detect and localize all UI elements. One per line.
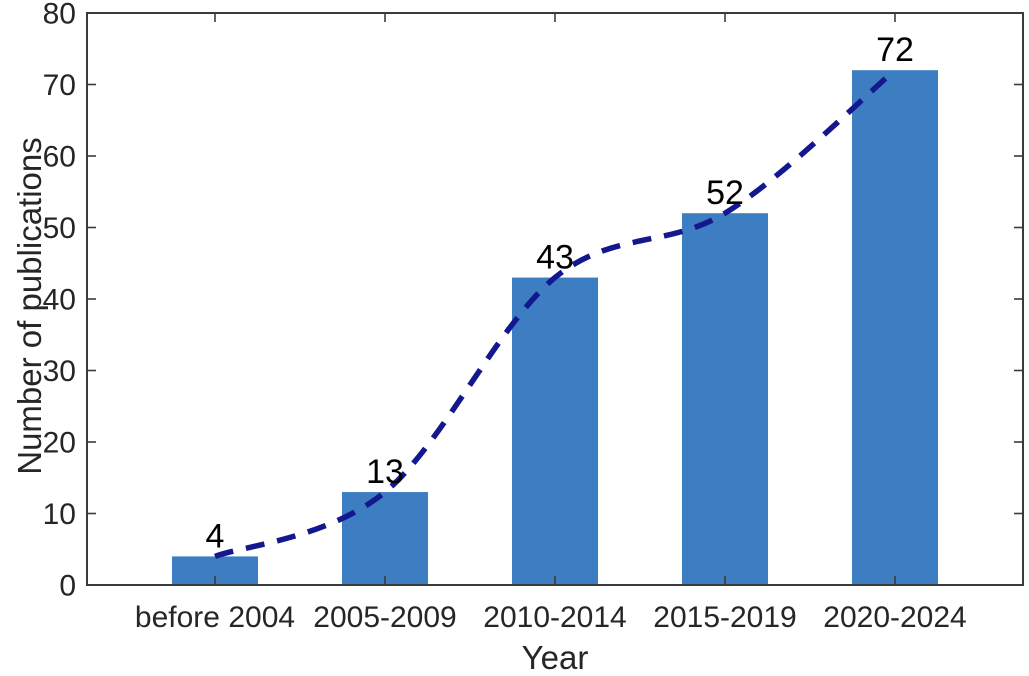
x-tick-label: 2015-2019 [653,601,796,634]
bar-value-label: 43 [536,239,574,277]
trend-line [214,68,897,559]
bar-value-label: 52 [706,174,744,212]
x-tick-label: before 2004 [135,601,295,634]
bar-value-label: 4 [206,517,225,555]
y-tick-label: 50 [43,212,76,245]
y-axis-label: Number of publications [11,137,48,475]
chart-generated-content: 0 10 20 30 40 50 60 70 80 before 2004 2005-2009 201… [43,0,1024,634]
x-tick-label: 2020-2024 [823,601,966,634]
bar-value-label: 13 [366,453,404,491]
y-tick-label: 0 [59,570,76,603]
y-tick-label: 20 [43,427,76,460]
x-axis-label: Year [522,639,589,676]
y-tick-label: 70 [43,69,76,102]
y-tick-label: 80 [43,0,76,31]
bar-2010-2014 [512,277,598,585]
y-tick-label: 30 [43,355,76,388]
y-tick-label: 40 [43,284,76,317]
bar-2020-2024 [852,70,938,585]
y-tick-label: 60 [43,141,76,174]
bar-2015-2019 [682,213,768,585]
y-tick-label: 10 [43,498,76,531]
x-tick-label: 2010-2014 [483,601,626,634]
bar-2005-2009 [342,492,428,585]
x-tick-label: 2005-2009 [313,601,456,634]
bar-value-label: 72 [876,31,914,69]
